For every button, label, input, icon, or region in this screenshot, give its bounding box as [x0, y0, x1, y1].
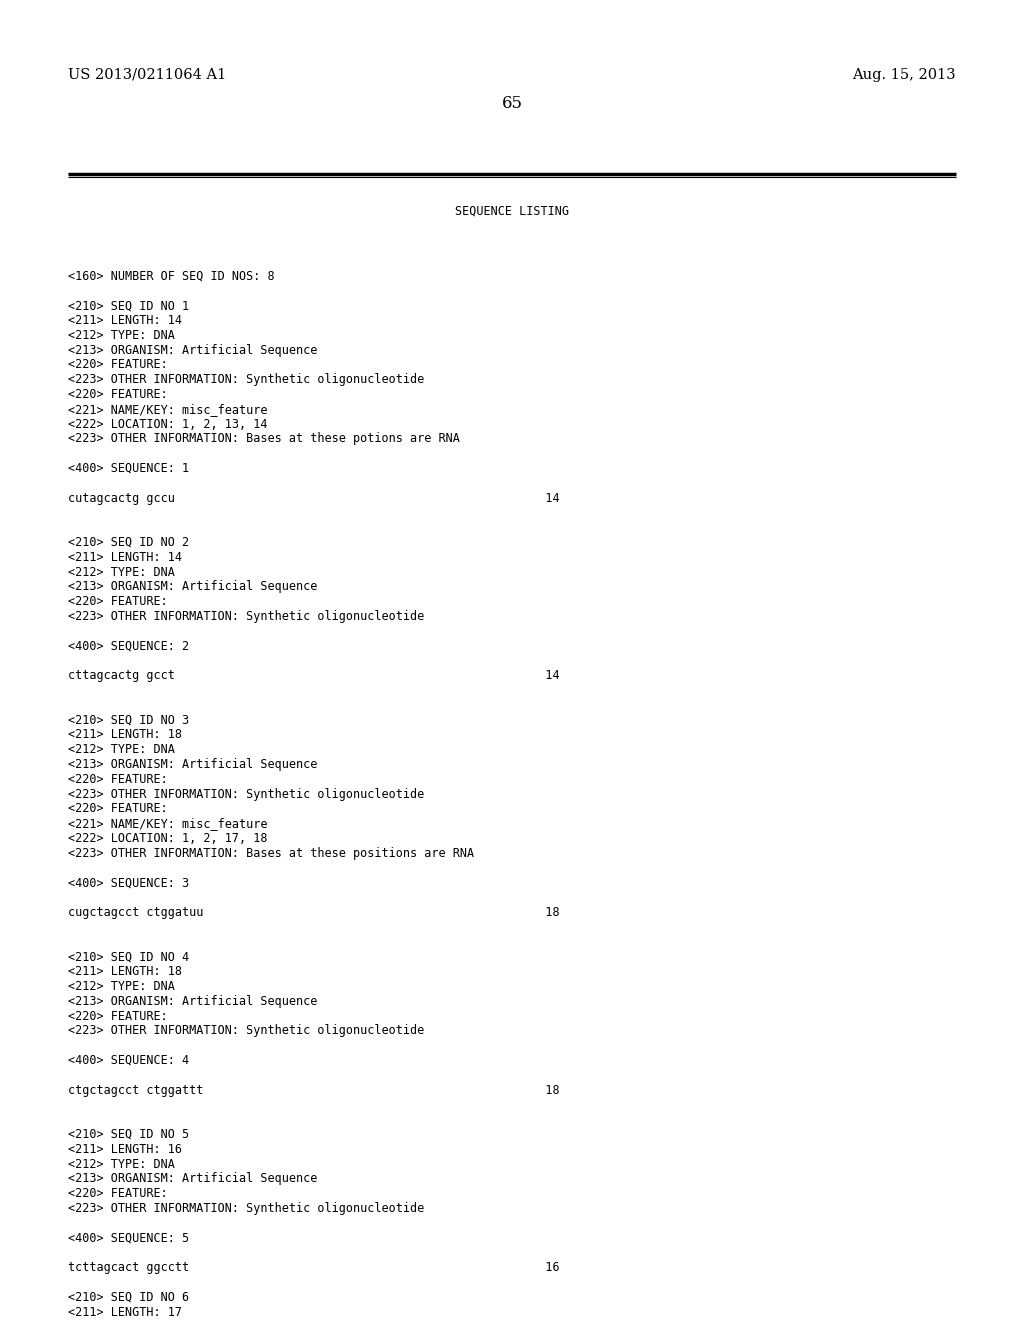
- Text: <211> LENGTH: 18: <211> LENGTH: 18: [68, 729, 182, 742]
- Text: <400> SEQUENCE: 5: <400> SEQUENCE: 5: [68, 1232, 189, 1245]
- Text: <210> SEQ ID NO 5: <210> SEQ ID NO 5: [68, 1129, 189, 1140]
- Text: <212> TYPE: DNA: <212> TYPE: DNA: [68, 743, 175, 756]
- Text: <211> LENGTH: 18: <211> LENGTH: 18: [68, 965, 182, 978]
- Text: cutagcactg gccu                                                    14: cutagcactg gccu 14: [68, 491, 560, 504]
- Text: <211> LENGTH: 16: <211> LENGTH: 16: [68, 1143, 182, 1156]
- Text: <212> TYPE: DNA: <212> TYPE: DNA: [68, 329, 175, 342]
- Text: SEQUENCE LISTING: SEQUENCE LISTING: [455, 205, 569, 218]
- Text: <223> OTHER INFORMATION: Synthetic oligonucleotide: <223> OTHER INFORMATION: Synthetic oligo…: [68, 788, 424, 801]
- Text: <220> FEATURE:: <220> FEATURE:: [68, 1010, 168, 1023]
- Text: <220> FEATURE:: <220> FEATURE:: [68, 595, 168, 609]
- Text: <210> SEQ ID NO 3: <210> SEQ ID NO 3: [68, 714, 189, 726]
- Text: Aug. 15, 2013: Aug. 15, 2013: [852, 69, 956, 82]
- Text: <220> FEATURE:: <220> FEATURE:: [68, 359, 168, 371]
- Text: <160> NUMBER OF SEQ ID NOS: 8: <160> NUMBER OF SEQ ID NOS: 8: [68, 269, 274, 282]
- Text: <213> ORGANISM: Artificial Sequence: <213> ORGANISM: Artificial Sequence: [68, 343, 317, 356]
- Text: <213> ORGANISM: Artificial Sequence: <213> ORGANISM: Artificial Sequence: [68, 995, 317, 1007]
- Text: <212> TYPE: DNA: <212> TYPE: DNA: [68, 1158, 175, 1171]
- Text: <400> SEQUENCE: 1: <400> SEQUENCE: 1: [68, 462, 189, 475]
- Text: US 2013/0211064 A1: US 2013/0211064 A1: [68, 69, 226, 82]
- Text: <400> SEQUENCE: 2: <400> SEQUENCE: 2: [68, 640, 189, 652]
- Text: tcttagcact ggcctt                                                  16: tcttagcact ggcctt 16: [68, 1261, 560, 1274]
- Text: <220> FEATURE:: <220> FEATURE:: [68, 772, 168, 785]
- Text: <221> NAME/KEY: misc_feature: <221> NAME/KEY: misc_feature: [68, 403, 267, 416]
- Text: <223> OTHER INFORMATION: Synthetic oligonucleotide: <223> OTHER INFORMATION: Synthetic oligo…: [68, 610, 424, 623]
- Text: <210> SEQ ID NO 2: <210> SEQ ID NO 2: [68, 536, 189, 549]
- Text: ctgctagcct ctggattt                                                18: ctgctagcct ctggattt 18: [68, 1084, 560, 1097]
- Text: <223> OTHER INFORMATION: Bases at these positions are RNA: <223> OTHER INFORMATION: Bases at these …: [68, 847, 474, 859]
- Text: <400> SEQUENCE: 4: <400> SEQUENCE: 4: [68, 1053, 189, 1067]
- Text: <210> SEQ ID NO 1: <210> SEQ ID NO 1: [68, 300, 189, 313]
- Text: <223> OTHER INFORMATION: Synthetic oligonucleotide: <223> OTHER INFORMATION: Synthetic oligo…: [68, 1024, 424, 1038]
- Text: <211> LENGTH: 17: <211> LENGTH: 17: [68, 1305, 182, 1319]
- Text: <400> SEQUENCE: 3: <400> SEQUENCE: 3: [68, 876, 189, 890]
- Text: <222> LOCATION: 1, 2, 17, 18: <222> LOCATION: 1, 2, 17, 18: [68, 832, 267, 845]
- Text: <213> ORGANISM: Artificial Sequence: <213> ORGANISM: Artificial Sequence: [68, 758, 317, 771]
- Text: <212> TYPE: DNA: <212> TYPE: DNA: [68, 565, 175, 578]
- Text: <211> LENGTH: 14: <211> LENGTH: 14: [68, 550, 182, 564]
- Text: <213> ORGANISM: Artificial Sequence: <213> ORGANISM: Artificial Sequence: [68, 581, 317, 594]
- Text: <210> SEQ ID NO 4: <210> SEQ ID NO 4: [68, 950, 189, 964]
- Text: <221> NAME/KEY: misc_feature: <221> NAME/KEY: misc_feature: [68, 817, 267, 830]
- Text: <223> OTHER INFORMATION: Synthetic oligonucleotide: <223> OTHER INFORMATION: Synthetic oligo…: [68, 1203, 424, 1214]
- Text: 65: 65: [502, 95, 522, 112]
- Text: cugctagcct ctggatuu                                                18: cugctagcct ctggatuu 18: [68, 906, 560, 919]
- Text: <210> SEQ ID NO 6: <210> SEQ ID NO 6: [68, 1291, 189, 1304]
- Text: cttagcactg gcct                                                    14: cttagcactg gcct 14: [68, 669, 560, 682]
- Text: <220> FEATURE:: <220> FEATURE:: [68, 803, 168, 816]
- Text: <223> OTHER INFORMATION: Synthetic oligonucleotide: <223> OTHER INFORMATION: Synthetic oligo…: [68, 374, 424, 387]
- Text: <223> OTHER INFORMATION: Bases at these potions are RNA: <223> OTHER INFORMATION: Bases at these …: [68, 433, 460, 445]
- Text: <220> FEATURE:: <220> FEATURE:: [68, 1187, 168, 1200]
- Text: <220> FEATURE:: <220> FEATURE:: [68, 388, 168, 401]
- Text: <222> LOCATION: 1, 2, 13, 14: <222> LOCATION: 1, 2, 13, 14: [68, 417, 267, 430]
- Text: <211> LENGTH: 14: <211> LENGTH: 14: [68, 314, 182, 327]
- Text: <212> TYPE: DNA: <212> TYPE: DNA: [68, 979, 175, 993]
- Text: <213> ORGANISM: Artificial Sequence: <213> ORGANISM: Artificial Sequence: [68, 1172, 317, 1185]
